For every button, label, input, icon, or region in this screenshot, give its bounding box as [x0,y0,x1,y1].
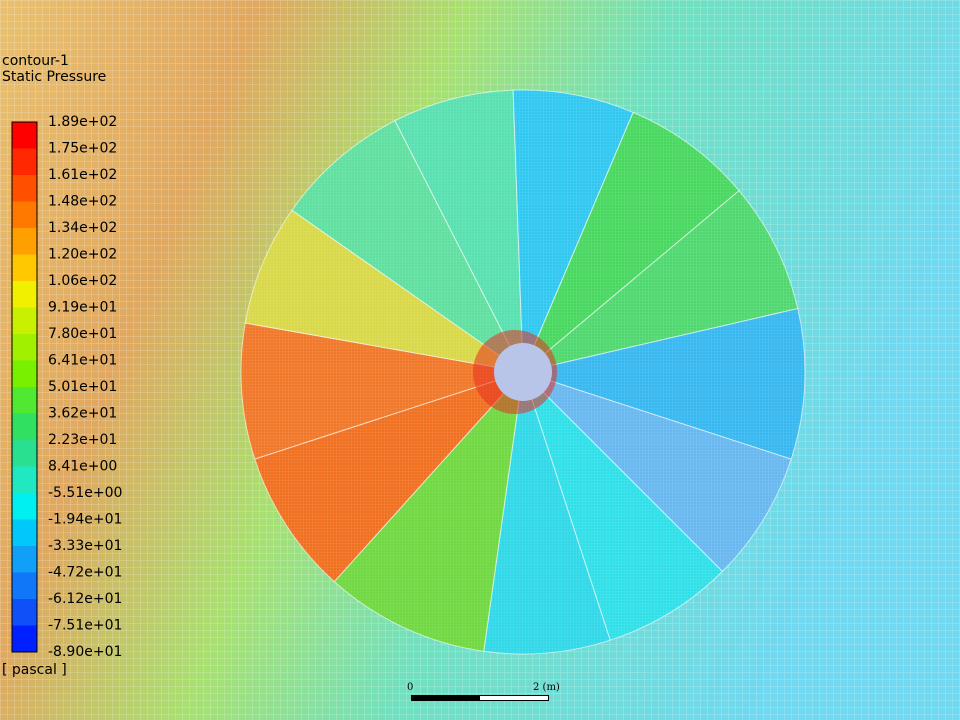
colorbar-band [12,201,37,229]
colorbar-band [12,599,37,626]
colorbar-label: 1.06e+02 [48,273,117,289]
colorbar-label: 5.01e+01 [48,379,117,395]
colorbar-band [12,228,37,255]
colorbar-band [12,493,37,520]
colorbar-label: -7.51e+01 [48,618,122,634]
colorbar-band [12,334,37,361]
colorbar-band [12,572,37,600]
colorbar-label: 1.89e+02 [48,114,117,130]
contour-title: contour-1 [2,53,69,69]
colorbar-band [12,466,37,494]
scale-start: 0 [407,682,413,693]
colorbar-label: 8.41e+00 [48,459,117,475]
colorbar-label: 1.34e+02 [48,220,117,236]
colorbar: 1.89e+02 1.75e+02 1.61e+02 1.48e+02 1.34e+02… [11,114,122,660]
colorbar-label: 1.75e+02 [48,141,117,157]
colorbar-label: 6.41e+01 [48,353,117,369]
colorbar-band [12,546,37,573]
colorbar-label: 3.62e+01 [48,406,117,422]
colorbar-label: -3.33e+01 [48,538,122,554]
hub [494,343,552,401]
colorbar-label: -6.12e+01 [48,591,122,607]
colorbar-band [12,413,37,441]
contour-variable: Static Pressure [2,69,106,85]
colorbar-band [12,281,37,308]
colorbar-band [12,148,37,176]
colorbar-band [12,519,37,547]
colorbar-band [12,122,37,149]
colorbar-frame [11,121,38,653]
colorbar-label: -1.94e+01 [48,512,122,528]
colorbar-band [12,387,37,414]
colorbar-band [12,440,37,467]
colorbar-band [12,625,37,653]
colorbar-label: 2.23e+01 [48,432,117,448]
scale-end: 2 (m) [533,682,560,693]
colorbar-band [12,254,37,282]
colorbar-label: 1.20e+02 [48,247,117,263]
scale-bar: 0 2 (m) [407,682,560,701]
scale-bar-segment [480,696,548,700]
rotor-zone [240,89,806,655]
colorbar-label: -5.51e+00 [48,485,122,501]
colorbar-band [12,175,37,202]
colorbar-band [12,360,37,388]
colorbar-label: -8.90e+01 [48,644,122,660]
colorbar-label: 1.48e+02 [48,194,117,210]
colorbar-label: -4.72e+01 [48,565,122,581]
colorbar-label: 7.80e+01 [48,326,117,342]
unit-label: [ pascal ] [2,662,67,678]
colorbar-label: 1.61e+02 [48,167,117,183]
colorbar-label: 9.19e+01 [48,300,117,316]
colorbar-band [12,307,37,335]
